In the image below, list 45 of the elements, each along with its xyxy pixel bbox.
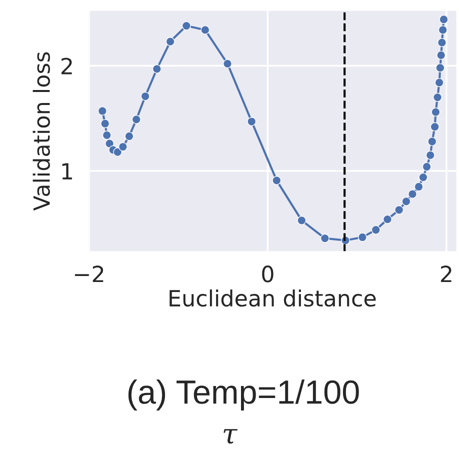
point [439,14,448,24]
point [418,172,428,182]
point [402,196,411,206]
point [272,176,282,185]
point [320,234,330,243]
point [436,63,445,72]
point [132,114,141,124]
y-tick-label: 1 [62,163,72,180]
x-tick-label: 2 [441,266,452,282]
point [118,142,128,152]
point [431,108,440,117]
point [166,37,175,46]
point [371,225,380,234]
point [437,38,446,48]
point [414,182,424,192]
point [200,25,210,34]
point [222,59,232,68]
y-axis-title: Validation loss [32,52,50,211]
point [430,122,440,132]
text: τ [224,429,238,444]
point [102,130,112,140]
x-tick-label: −2 [74,266,104,282]
point [432,92,442,102]
x-tick-label: 0 [262,266,274,282]
point [422,162,432,172]
point [394,205,404,214]
point [297,216,306,225]
point [98,106,107,116]
point [247,116,256,126]
point [100,119,110,128]
point [434,78,444,88]
point [438,25,448,34]
point [426,150,435,160]
point [428,136,437,146]
point [152,64,162,74]
point [436,50,446,60]
point [124,132,134,141]
point [140,92,150,101]
point [113,148,122,157]
point [408,190,417,199]
text: (a) Temp=1/100 [128,379,359,411]
point [382,214,392,224]
point [358,232,367,242]
x-axis-title: Euclidean distance [170,289,376,307]
point [182,21,191,30]
